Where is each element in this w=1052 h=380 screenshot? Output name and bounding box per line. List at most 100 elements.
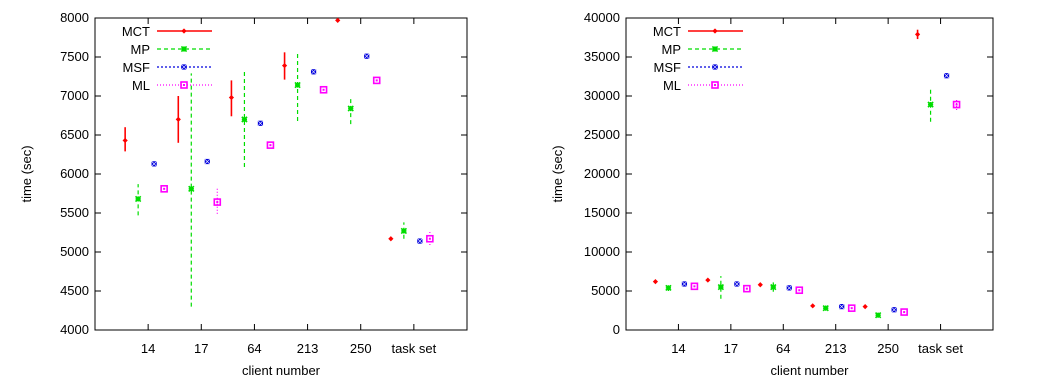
data-point-mct bbox=[757, 282, 763, 288]
data-point-mp bbox=[400, 227, 408, 235]
data-point-ml bbox=[319, 85, 328, 94]
data-point-msf bbox=[363, 53, 370, 60]
y-axis-label: time (sec) bbox=[19, 145, 34, 202]
plot-frame bbox=[94, 17, 468, 331]
x-tick-label: 213 bbox=[825, 341, 847, 356]
y-tick-label: 4500 bbox=[60, 283, 89, 298]
legend-marker-mp bbox=[711, 45, 719, 53]
data-point-mp bbox=[927, 101, 934, 108]
data-point-mp bbox=[188, 185, 195, 192]
data-point-mct bbox=[388, 236, 394, 242]
y-tick-label: 25000 bbox=[584, 127, 620, 142]
data-point-msf bbox=[151, 161, 157, 167]
data-point-mp bbox=[294, 81, 301, 89]
y-tick-label: 35000 bbox=[584, 49, 620, 64]
data-point-mct bbox=[705, 277, 711, 283]
data-point-msf bbox=[310, 69, 317, 75]
data-point-ml bbox=[952, 100, 961, 109]
data-point-ml bbox=[372, 76, 381, 85]
x-tick-label: 14 bbox=[141, 341, 155, 356]
data-point-mp bbox=[241, 116, 248, 123]
y-tick-label: 8000 bbox=[60, 10, 89, 25]
data-point-msf bbox=[943, 72, 950, 79]
data-point-msf bbox=[786, 285, 793, 291]
x-tick-label: 14 bbox=[671, 341, 685, 356]
legend-marker-msf bbox=[181, 64, 187, 70]
data-point-ml bbox=[847, 304, 856, 312]
x-tick-label: 64 bbox=[247, 341, 261, 356]
legend-label-msf: MSF bbox=[654, 60, 682, 75]
data-point-ml bbox=[213, 198, 222, 206]
legend-marker-mct bbox=[181, 28, 187, 34]
x-axis-label: client number bbox=[242, 363, 321, 378]
legend-label-msf: MSF bbox=[123, 60, 151, 75]
y-tick-label: 4000 bbox=[60, 322, 89, 337]
legend-marker-mp bbox=[180, 45, 188, 53]
y-tick-label: 10000 bbox=[584, 244, 620, 259]
data-point-ml bbox=[795, 286, 804, 295]
legend-label-mct: MCT bbox=[122, 24, 150, 39]
x-tick-label: task set bbox=[391, 341, 436, 356]
data-point-mp bbox=[770, 283, 777, 291]
data-point-mct bbox=[175, 116, 181, 122]
y-tick-label: 7500 bbox=[60, 49, 89, 64]
legend-marker-mct bbox=[712, 28, 718, 34]
x-tick-label: 250 bbox=[350, 341, 372, 356]
x-tick-label: 213 bbox=[297, 341, 319, 356]
plot-frame bbox=[625, 17, 994, 331]
chart-left: 4000 4500 5000 5500 6000 6500 7000 7500 8000 14 17… bbox=[19, 10, 468, 378]
data-point-msf bbox=[681, 281, 688, 287]
data-point-msf bbox=[417, 238, 423, 244]
legend-label-ml: ML bbox=[663, 78, 681, 93]
data-point-mp bbox=[822, 304, 829, 312]
data-point-mct bbox=[335, 17, 341, 23]
y-tick-label: 5000 bbox=[591, 283, 620, 298]
y-tick-label: 30000 bbox=[584, 88, 620, 103]
y-tick-label: 6000 bbox=[60, 166, 89, 181]
y-tick-label: 40000 bbox=[584, 10, 620, 25]
data-point-msf bbox=[838, 303, 845, 310]
y-axis-label: time (sec) bbox=[550, 145, 565, 202]
data-point-ml bbox=[426, 234, 434, 243]
legend-label-mp: MP bbox=[131, 42, 151, 57]
data-point-ml bbox=[266, 141, 275, 149]
y-tick-label: 15000 bbox=[584, 205, 620, 220]
x-tick-label: 17 bbox=[194, 341, 208, 356]
data-point-mp bbox=[717, 283, 725, 291]
x-tick-label: 250 bbox=[877, 341, 899, 356]
data-point-mp bbox=[347, 105, 354, 112]
x-tick-label: 17 bbox=[724, 341, 738, 356]
data-point-mct bbox=[862, 304, 868, 310]
legend-marker-msf bbox=[712, 64, 718, 70]
data-point-mct bbox=[281, 62, 288, 69]
legend-marker-ml bbox=[711, 81, 719, 89]
data-point-ml bbox=[743, 284, 751, 293]
legend-label-mct: MCT bbox=[653, 24, 681, 39]
data-point-ml bbox=[690, 282, 699, 291]
y-tick-label: 5500 bbox=[60, 205, 89, 220]
data-point-ml bbox=[900, 308, 908, 316]
chart-right: 0 5000 10000 15000 20000 25000 30000 35000 40000… bbox=[550, 10, 994, 378]
y-tick-label: 0 bbox=[613, 322, 620, 337]
data-point-msf bbox=[204, 158, 211, 165]
legend-label-mp: MP bbox=[662, 42, 682, 57]
x-tick-label: 64 bbox=[776, 341, 790, 356]
data-point-mct bbox=[914, 31, 921, 37]
data-point-mp bbox=[134, 195, 142, 203]
x-tick-label: task set bbox=[918, 341, 963, 356]
data-point-mp bbox=[665, 284, 672, 292]
data-point-mct bbox=[122, 137, 128, 144]
x-axis-label: client number bbox=[770, 363, 849, 378]
y-tick-label: 20000 bbox=[584, 166, 620, 181]
y-tick-label: 5000 bbox=[60, 244, 89, 259]
y-tick-label: 6500 bbox=[60, 127, 89, 142]
data-point-msf bbox=[891, 306, 897, 313]
data-point-msf bbox=[257, 120, 264, 127]
data-point-mct bbox=[652, 279, 659, 285]
data-point-msf bbox=[734, 281, 740, 287]
data-point-mct bbox=[810, 303, 816, 309]
data-point-mct bbox=[228, 94, 235, 101]
data-point-ml bbox=[160, 185, 168, 193]
data-point-mp bbox=[874, 312, 882, 319]
